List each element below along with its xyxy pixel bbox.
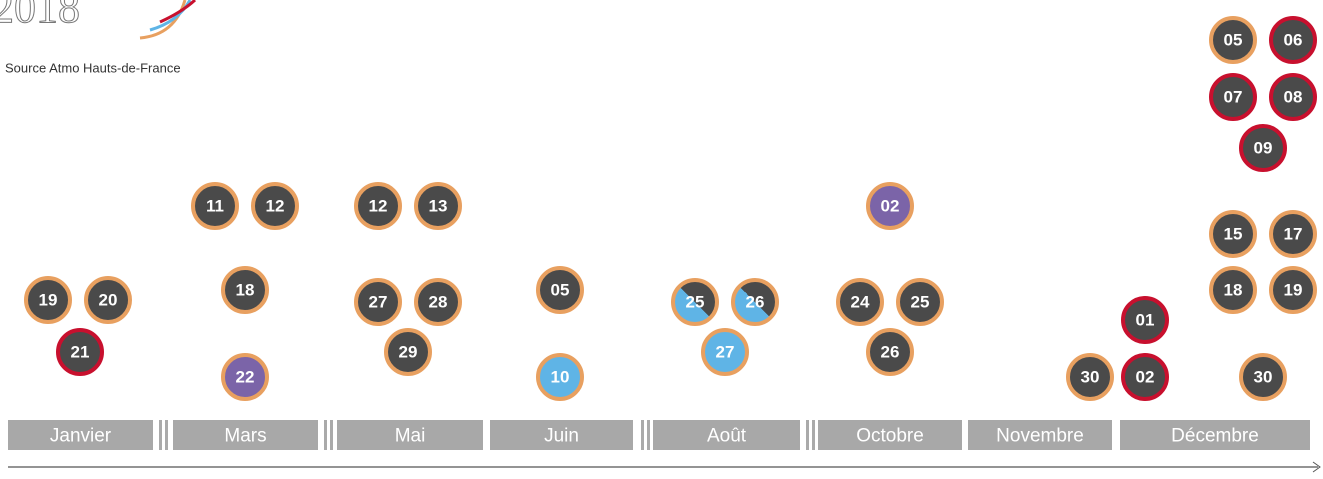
day-label: 08 [1284,88,1303,107]
day-circle [866,328,914,376]
logo-arc [149,0,192,32]
month-bar [490,420,633,450]
month-bar [818,420,962,450]
day-circle [1121,353,1169,401]
day-label: 19 [39,291,58,310]
day-circle [191,182,239,230]
day-label: 17 [1284,225,1303,244]
separator [641,420,644,450]
day-circle [836,278,884,326]
day-label: 05 [551,281,570,300]
day-label: 27 [369,293,388,312]
day-circle [671,278,719,326]
day-label: 11 [206,197,224,216]
day-circle [1209,16,1257,64]
day-label: 01 [1136,311,1155,330]
logo-arc [159,0,197,24]
day-label: 07 [1224,88,1243,107]
day-label: 22 [236,368,255,387]
logo-arc [139,0,187,40]
month-label: Août [707,426,747,447]
month-bar [337,420,483,450]
day-circle [1269,73,1317,121]
day-circle [414,182,462,230]
separator [812,420,815,450]
month-bar [173,420,318,450]
day-label: 19 [1284,281,1303,300]
month-bar [1120,420,1310,450]
day-circle [251,182,299,230]
day-circle [1269,210,1317,258]
day-circle [84,276,132,324]
day-label: 02 [881,197,900,216]
day-label: 18 [1224,281,1243,300]
day-label: 25 [686,293,705,312]
month-label: Octobre [856,426,924,447]
day-circle [221,266,269,314]
month-label: Juin [544,426,579,447]
day-circle [536,266,584,314]
day-circle [1066,353,1114,401]
day-circle [414,278,462,326]
day-label: 24 [851,293,870,312]
day-label: 20 [99,291,118,310]
day-circle [384,328,432,376]
day-label: 09 [1254,139,1273,158]
day-circle [221,353,269,401]
day-circle [1269,266,1317,314]
month-label: Mai [395,426,426,447]
day-circle [56,328,104,376]
timeline-arrow [1312,461,1321,473]
day-label: 12 [369,197,388,216]
day-circle [1121,296,1169,344]
day-label: 10 [551,368,570,387]
day-label: 12 [266,197,285,216]
separator [806,420,809,450]
source: Source Atmo Hauts-de-France [5,61,181,76]
day-circle [1269,16,1317,64]
day-circle [701,328,749,376]
day-label: 05 [1224,31,1243,50]
month-label: Janvier [50,426,112,447]
day-circle [1209,73,1257,121]
day-label: 29 [399,343,418,362]
day-label: 21 [71,343,90,362]
day-label: 02 [1136,368,1155,387]
day-label: 13 [429,197,448,216]
day-label: 25 [911,293,930,312]
day-circle [896,278,944,326]
day-circle [536,353,584,401]
day-circle [1209,266,1257,314]
day-label: 15 [1224,225,1243,244]
month-bar [8,420,153,450]
separator [165,420,168,450]
day-circle [354,182,402,230]
month-label: Décembre [1171,426,1259,447]
month-bar [653,420,800,450]
month-label: Mars [224,426,266,447]
day-circle [1209,210,1257,258]
day-circle [731,278,779,326]
separator [330,420,333,450]
day-circle [866,182,914,230]
day-circle [1239,353,1287,401]
day-label: 26 [881,343,900,362]
separator [324,420,327,450]
day-label: 06 [1284,31,1303,50]
month-bar [968,420,1112,450]
separator [647,420,650,450]
day-circle [24,276,72,324]
day-circle [354,278,402,326]
separator [159,420,162,450]
month-label: Novembre [996,426,1084,447]
day-label: 27 [716,343,735,362]
day-label: 30 [1254,368,1273,387]
day-label: 26 [746,293,765,312]
logo-year: 2018 [0,0,80,32]
day-label: 18 [236,281,255,300]
day-circle [1239,124,1287,172]
day-label: 30 [1081,368,1100,387]
day-label: 28 [429,293,448,312]
